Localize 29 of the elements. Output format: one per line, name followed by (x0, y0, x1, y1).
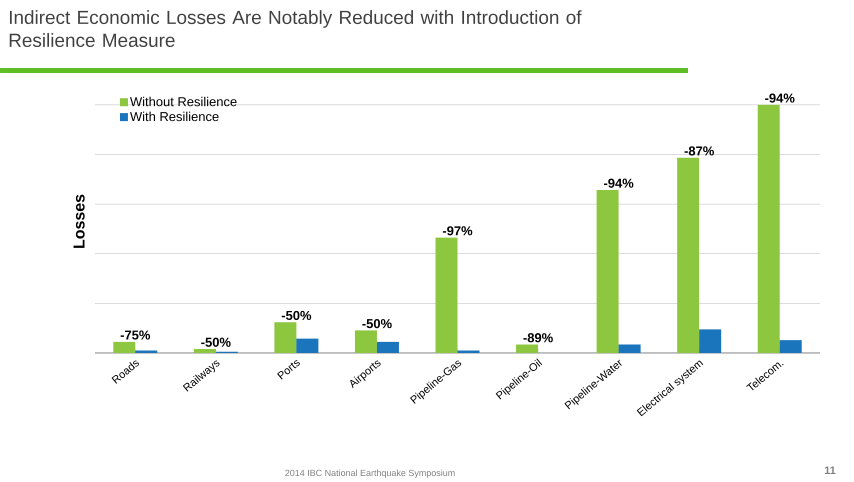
annotation: -50% (362, 319, 392, 328)
bar (516, 344, 538, 353)
bar (194, 349, 216, 353)
annotation: -75% (120, 330, 150, 340)
bar (436, 238, 458, 353)
text: 11 (824, 466, 836, 474)
bar (758, 104, 780, 353)
bar (296, 338, 318, 353)
bar (596, 190, 619, 353)
y-axis-title: Losses (74, 194, 85, 248)
legend-label: Without Resilience (130, 96, 237, 106)
bar (677, 158, 700, 353)
annotation: -94% (604, 178, 634, 188)
annotation: -50% (282, 310, 312, 320)
bar (354, 330, 377, 353)
bar (780, 340, 802, 353)
annotation: -50% (201, 338, 231, 347)
bar (376, 342, 399, 353)
annotation: -89% (523, 333, 553, 342)
bar (618, 344, 641, 353)
bar (699, 329, 722, 353)
chart-title: Indirect Economic Losses Are Notably Reduced with Introduction of Resilience Measure (10, 10, 582, 48)
bar (113, 342, 136, 353)
text: 2014 IBC National Earthquake Symposium (285, 469, 455, 478)
bar (274, 322, 296, 353)
annotation: -94% (765, 94, 794, 103)
legend-label: With Resilience (130, 112, 219, 122)
annotation: -97% (442, 226, 472, 236)
annotation: -87% (684, 146, 714, 156)
